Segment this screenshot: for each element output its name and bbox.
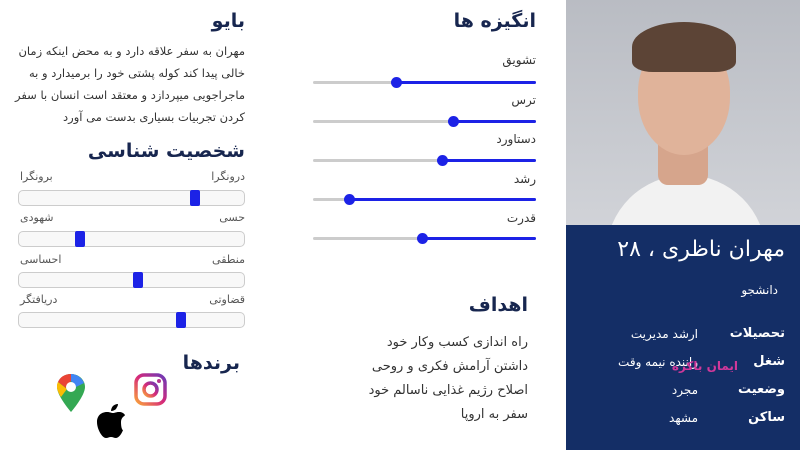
goals-title: اهداف — [468, 294, 528, 316]
trait-slider[interactable] — [18, 272, 245, 288]
motivation-slider[interactable] — [313, 116, 536, 127]
trait-label-left: برونگرا — [20, 170, 53, 183]
trait-slider[interactable] — [18, 312, 245, 328]
profile-role: دانشجو — [741, 283, 778, 297]
motivation-fill — [453, 120, 536, 123]
detail-key: وضعیت — [737, 382, 785, 397]
trait-slider[interactable] — [18, 231, 245, 247]
motivation-label: دستاورد — [496, 132, 536, 146]
motivation-slider[interactable] — [313, 155, 536, 166]
trait-slider-thumb[interactable] — [133, 272, 144, 288]
detail-key: ساکن — [748, 410, 785, 425]
trait-label-left: احساسی — [20, 253, 62, 266]
trait-label-right: حسی — [219, 211, 245, 224]
trait-label-right: درونگرا — [211, 170, 245, 183]
bio-text: مهران به سفر علاقه دارد و به محض اینکه ز… — [15, 44, 245, 124]
motivations-title: انگیزه ها — [453, 10, 536, 32]
bio-title: بایو — [211, 10, 245, 32]
instagram-icon — [134, 373, 167, 406]
trait-slider-thumb[interactable] — [189, 190, 200, 206]
motivation-fill — [442, 159, 536, 162]
trait-label-left: دریافتگر — [20, 293, 58, 306]
goal-item: اصلاح رژیم غذایی ناسالم خود — [368, 383, 528, 398]
detail-value: راننده نیمه وقت — [618, 355, 698, 369]
google-maps-icon — [57, 374, 85, 412]
trait-slider-thumb[interactable] — [74, 231, 85, 247]
motivation-label: ترس — [511, 93, 536, 107]
profile-name: مهران ناظری ، ۲۸ — [617, 237, 785, 262]
watermark-logo: ایمان باکره — [671, 359, 738, 373]
goal-item: داشتن آرامش فکری و روحی — [371, 359, 528, 374]
trait-slider-thumb[interactable] — [176, 312, 186, 328]
motivation-fill — [422, 237, 536, 240]
apple-icon — [97, 404, 125, 438]
profile-panel: مهران ناظری ، ۲۸ دانشجو تحصیلات ارشد مدیر… — [566, 225, 800, 450]
detail-value: ارشد مدیریت — [630, 327, 698, 341]
detail-value: مشهد — [669, 411, 698, 425]
motivation-label: رشد — [513, 172, 536, 186]
motivation-slider[interactable] — [313, 77, 536, 88]
hair-shape — [632, 22, 736, 72]
motivation-slider-thumb[interactable] — [417, 233, 429, 244]
motivation-slider-thumb[interactable] — [343, 194, 355, 205]
motivation-slider[interactable] — [313, 194, 536, 205]
goal-item: راه اندازی کسب وکار خود — [386, 335, 528, 350]
motivation-slider-thumb[interactable] — [448, 116, 460, 127]
motivation-slider[interactable] — [313, 233, 536, 244]
profile-photo — [566, 0, 800, 225]
detail-key: شغل — [753, 354, 785, 369]
brands-title: برندها — [182, 352, 240, 374]
detail-value: مجرد — [671, 383, 698, 397]
motivation-label: قدرت — [506, 211, 536, 225]
trait-label-left: شهودی — [20, 211, 54, 224]
goal-item: سفر به اروپا — [460, 407, 528, 422]
motivation-fill — [395, 81, 536, 84]
motivation-slider-thumb[interactable] — [390, 77, 402, 88]
motivation-label: تشویق — [502, 53, 536, 67]
motivation-fill — [348, 198, 536, 201]
motivation-slider-thumb[interactable] — [437, 155, 449, 166]
trait-label-right: قضاوتی — [209, 293, 245, 306]
trait-label-right: منطقی — [212, 253, 245, 266]
trait-slider[interactable] — [18, 190, 245, 206]
detail-key: تحصیلات — [729, 326, 785, 341]
personality-title: شخصیت شناسی — [87, 140, 245, 162]
